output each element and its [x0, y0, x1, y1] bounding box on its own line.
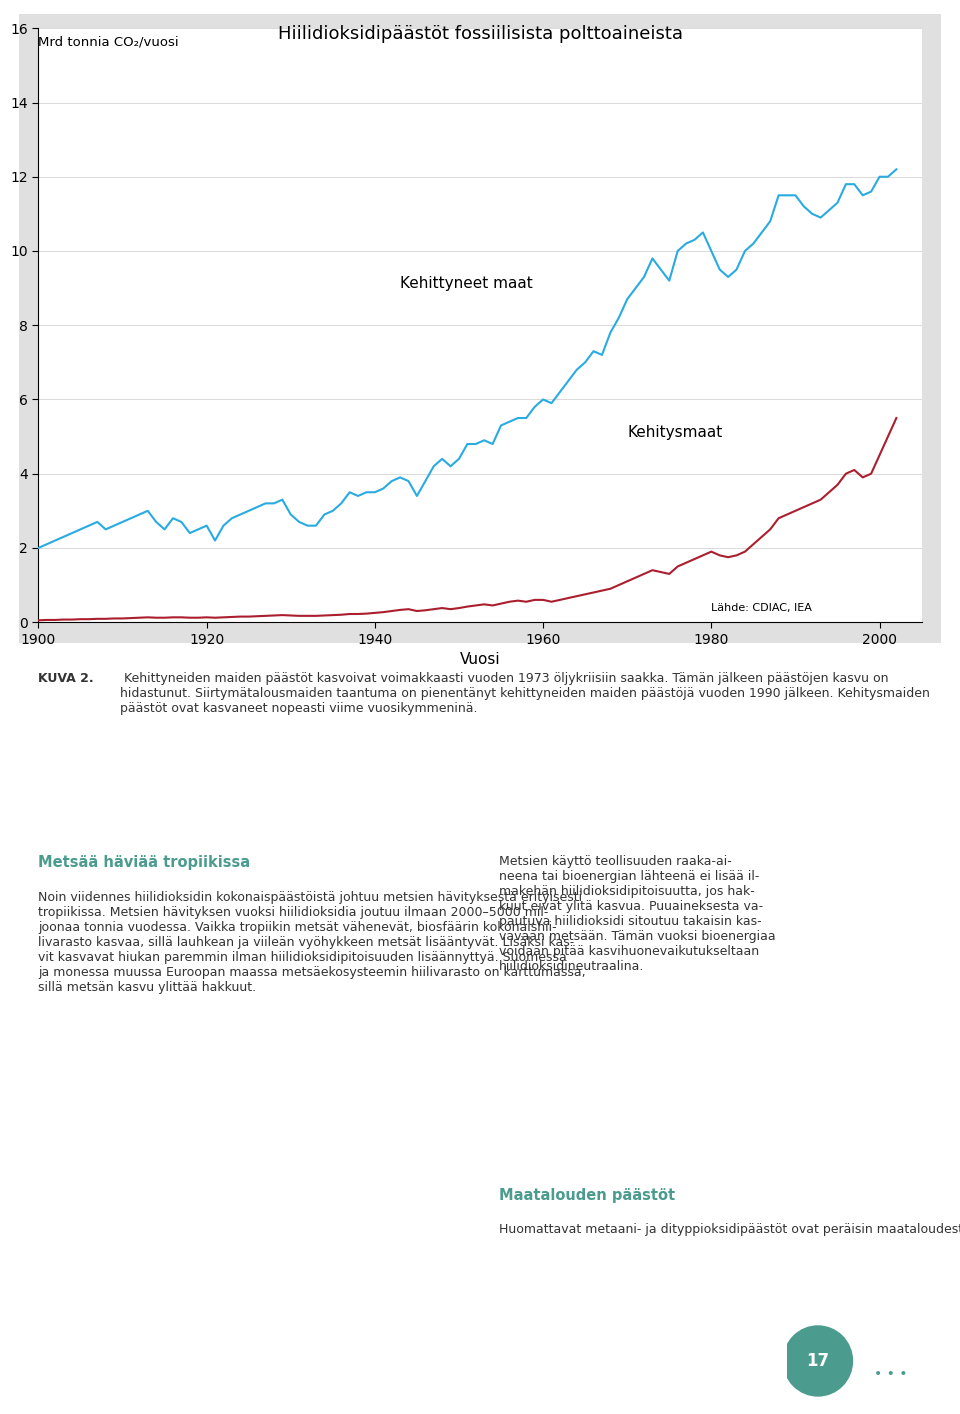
- Text: Lähde: CDIAC, IEA: Lähde: CDIAC, IEA: [711, 602, 812, 614]
- Text: Noin viidennes hiilidioksidin kokonaispäästöistä johtuu metsien hävityksestä eri: Noin viidennes hiilidioksidin kokonaispä…: [38, 891, 586, 994]
- Text: 17: 17: [806, 1352, 829, 1370]
- X-axis label: Vuosi: Vuosi: [460, 652, 500, 667]
- Text: Hiilidioksidipäästöt fossiilisista polttoaineista: Hiilidioksidipäästöt fossiilisista poltt…: [277, 25, 683, 44]
- Text: • • •: • • •: [874, 1367, 907, 1381]
- Text: Metsää häviää tropiikissa: Metsää häviää tropiikissa: [38, 855, 251, 871]
- Text: Kehittyneet maat: Kehittyneet maat: [400, 276, 533, 291]
- Text: Kehitysmaat: Kehitysmaat: [627, 424, 723, 440]
- Text: KUVA 2.: KUVA 2.: [38, 672, 94, 684]
- Text: Kehittyneiden maiden päästöt kasvoivat voimakkaasti vuoden 1973 öljykriisiin saa: Kehittyneiden maiden päästöt kasvoivat v…: [120, 672, 930, 714]
- Text: Metsien käyttö teollisuuden raaka-ai-
neena tai bioenergian lähteenä ei lisää il: Metsien käyttö teollisuuden raaka-ai- ne…: [499, 855, 776, 973]
- Text: Huomattavat metaani- ja dityppioksidipäästöt ovat peräisin maataloudesta (tauluk: Huomattavat metaani- ja dityppioksidipää…: [499, 1223, 960, 1236]
- Text: Mrd tonnia CO₂/vuosi: Mrd tonnia CO₂/vuosi: [38, 35, 179, 48]
- Circle shape: [783, 1326, 852, 1396]
- Text: Maatalouden päästöt: Maatalouden päästöt: [499, 1188, 675, 1203]
